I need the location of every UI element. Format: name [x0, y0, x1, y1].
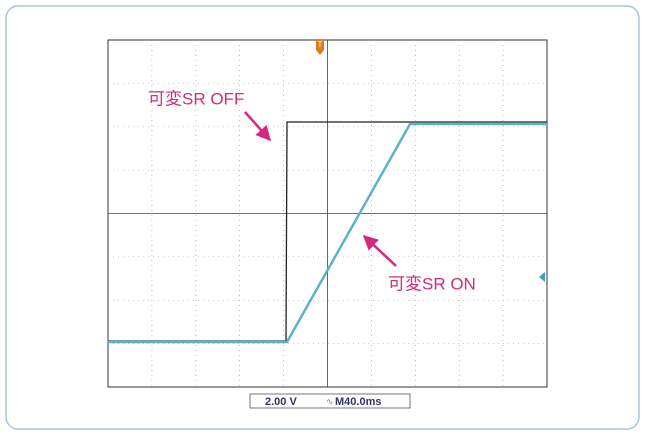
- status-icon: ∿: [326, 396, 334, 406]
- page: T 可変SR OFF 可変SR ON 2.00 V ∿ M40.0ms (() …: [0, 0, 645, 435]
- annotation: 可変SR OFF: [148, 89, 244, 108]
- status-volts: 2.00 V: [265, 396, 297, 408]
- screenshot: T 可変SR OFF 可変SR ON 2.00 V ∿ M40.0ms: [0, 0, 645, 435]
- annotation: 可変SR ON: [388, 274, 476, 293]
- status-time: M40.0ms: [335, 396, 381, 408]
- trigger-label: T: [318, 40, 323, 49]
